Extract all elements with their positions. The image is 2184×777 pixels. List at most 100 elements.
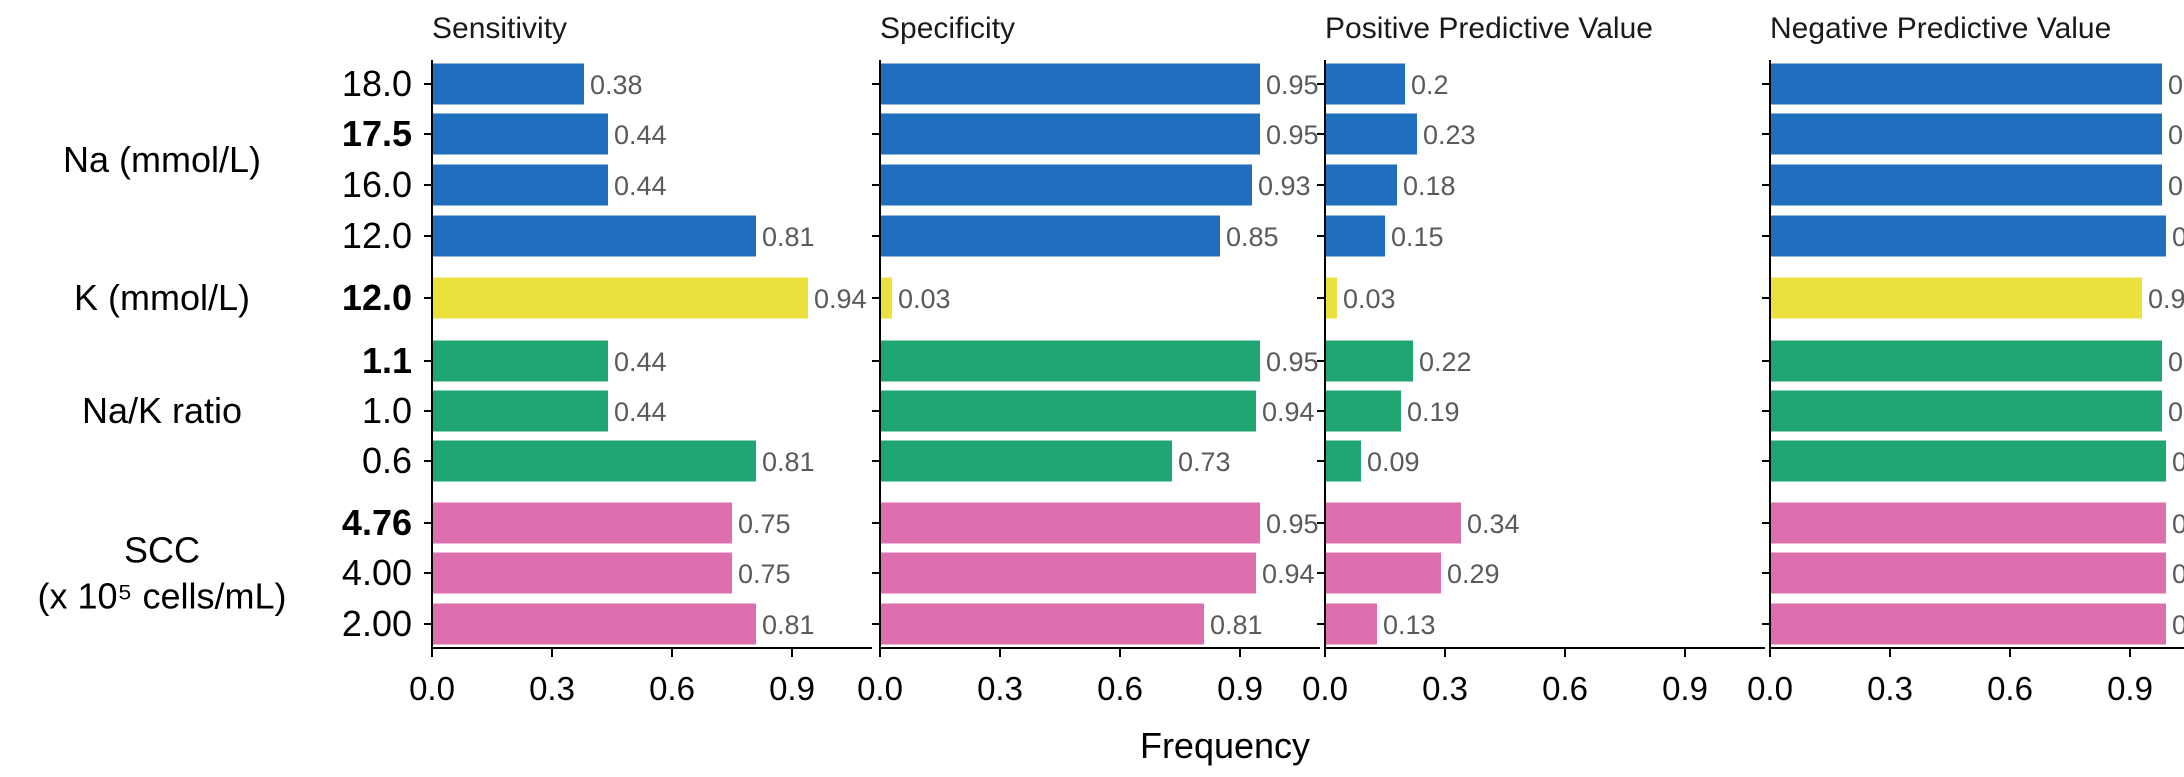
x-tick-label: 0.9 (1662, 670, 1708, 707)
value-label: 0.99 (2172, 610, 2184, 640)
value-label: 0.75 (738, 559, 791, 589)
group-label: SCC (124, 530, 200, 571)
bar (880, 502, 1260, 544)
x-tick-label: 0.9 (769, 670, 815, 707)
bar (432, 502, 732, 544)
category-label: 4.76 (342, 502, 412, 543)
x-tick-label: 0.0 (1302, 670, 1348, 707)
panel-title: Sensitivity (432, 12, 567, 45)
bar (1770, 552, 2166, 594)
value-label: 0.73 (1178, 447, 1231, 477)
value-label: 0.95 (1266, 70, 1319, 100)
value-label: 0.19 (1407, 397, 1460, 427)
y-axis-labels: 18.0 17.5 16.0 12.0 12.0 1.1 1.0 0.6 4.76 4.00 2.0… (38, 63, 412, 644)
bar (880, 63, 1260, 105)
value-label: 0.13 (1383, 610, 1436, 640)
value-label: 0.81 (762, 610, 815, 640)
x-tick-label: 0.3 (977, 670, 1023, 707)
category-label: 16.0 (342, 164, 412, 205)
value-label: 0.03 (1343, 284, 1396, 314)
x-tick-label: 0.6 (1542, 670, 1588, 707)
bar (1325, 277, 1337, 319)
value-label: 0.18 (1403, 171, 1456, 201)
value-label: 0.81 (762, 447, 815, 477)
value-label: 0.99 (2172, 222, 2184, 252)
bar (1770, 390, 2162, 432)
category-label: 12.0 (342, 215, 412, 256)
value-label: 0.94 (1262, 559, 1315, 589)
value-label: 0.99 (2172, 559, 2184, 589)
x-tick-label: 0.3 (529, 670, 575, 707)
value-label: 0.95 (1266, 120, 1319, 150)
bar (1325, 390, 1401, 432)
value-label: 0.23 (1423, 120, 1476, 150)
x-tick-label: 0.6 (649, 670, 695, 707)
value-label: 0.94 (1262, 397, 1315, 427)
category-label: 1.1 (362, 340, 412, 381)
value-label: 0.81 (762, 222, 815, 252)
bar (1325, 215, 1385, 257)
x-tick-label: 0.6 (1097, 670, 1143, 707)
bar (880, 164, 1252, 206)
bar (1325, 502, 1461, 544)
category-label: 0.6 (362, 440, 412, 481)
value-label: 0.44 (614, 171, 667, 201)
value-label: 0.44 (614, 397, 667, 427)
x-tick-label: 0.6 (1987, 670, 2033, 707)
value-label: 0.98 (2168, 120, 2184, 150)
x-tick-label: 0.0 (857, 670, 903, 707)
x-tick-label: 0.9 (2107, 670, 2153, 707)
x-tick-label: 0.9 (1217, 670, 1263, 707)
value-label: 0.09 (1367, 447, 1420, 477)
value-label: 0.22 (1419, 347, 1472, 377)
bar (1770, 164, 2162, 206)
category-label: 2.00 (342, 603, 412, 644)
bar (1770, 502, 2166, 544)
panel-title: Specificity (880, 12, 1015, 45)
bar (1325, 552, 1441, 594)
x-tick-label: 0.0 (1747, 670, 1793, 707)
bar (1770, 440, 2166, 482)
value-label: 0.75 (738, 509, 791, 539)
group-label: (x 10⁵ cells/mL) (38, 576, 287, 617)
bar (1770, 603, 2166, 645)
group-label: K (mmol/L) (74, 277, 250, 318)
value-label: 0.98 (2168, 70, 2184, 100)
x-axis-title: Frequency (1140, 725, 1310, 766)
bar (432, 215, 756, 257)
value-label: 0.99 (2172, 447, 2184, 477)
value-label: 0.29 (1447, 559, 1500, 589)
x-tick-label: 0.0 (409, 670, 455, 707)
bar (880, 603, 1204, 645)
x-tick-label: 0.3 (1422, 670, 1468, 707)
bar (432, 440, 756, 482)
value-label: 0.15 (1391, 222, 1444, 252)
bar (880, 215, 1220, 257)
bar (432, 340, 608, 382)
panel-3: Negative Predictive Value 0.98 0.98 0.98 0.9… (1747, 12, 2184, 707)
bar (1770, 340, 2162, 382)
bar (1325, 340, 1413, 382)
group-label: Na/K ratio (82, 390, 242, 431)
panel-title: Negative Predictive Value (1770, 12, 2111, 45)
bar (1325, 440, 1361, 482)
panel-2: Positive Predictive Value 0.2 0.23 0.18 0.15… (1302, 12, 1765, 707)
bar (880, 440, 1172, 482)
panel-0: Sensitivity 0.38 0.44 0.44 0.81 0.94 0.44 0.44 0… (409, 12, 872, 707)
category-label: 4.00 (342, 552, 412, 593)
value-label: 0.81 (1210, 610, 1263, 640)
bar (1325, 63, 1405, 105)
category-label: 12.0 (342, 277, 412, 318)
value-label: 0.44 (614, 347, 667, 377)
value-label: 0.99 (2172, 509, 2184, 539)
value-label: 0.95 (1266, 347, 1319, 377)
value-label: 0.98 (2168, 397, 2184, 427)
category-label: 1.0 (362, 390, 412, 431)
category-label: 18.0 (342, 63, 412, 104)
group-label: Na (mmol/L) (63, 139, 261, 180)
bar (880, 390, 1256, 432)
bar (432, 277, 808, 319)
bar (1325, 164, 1397, 206)
category-label: 17.5 (342, 113, 412, 154)
